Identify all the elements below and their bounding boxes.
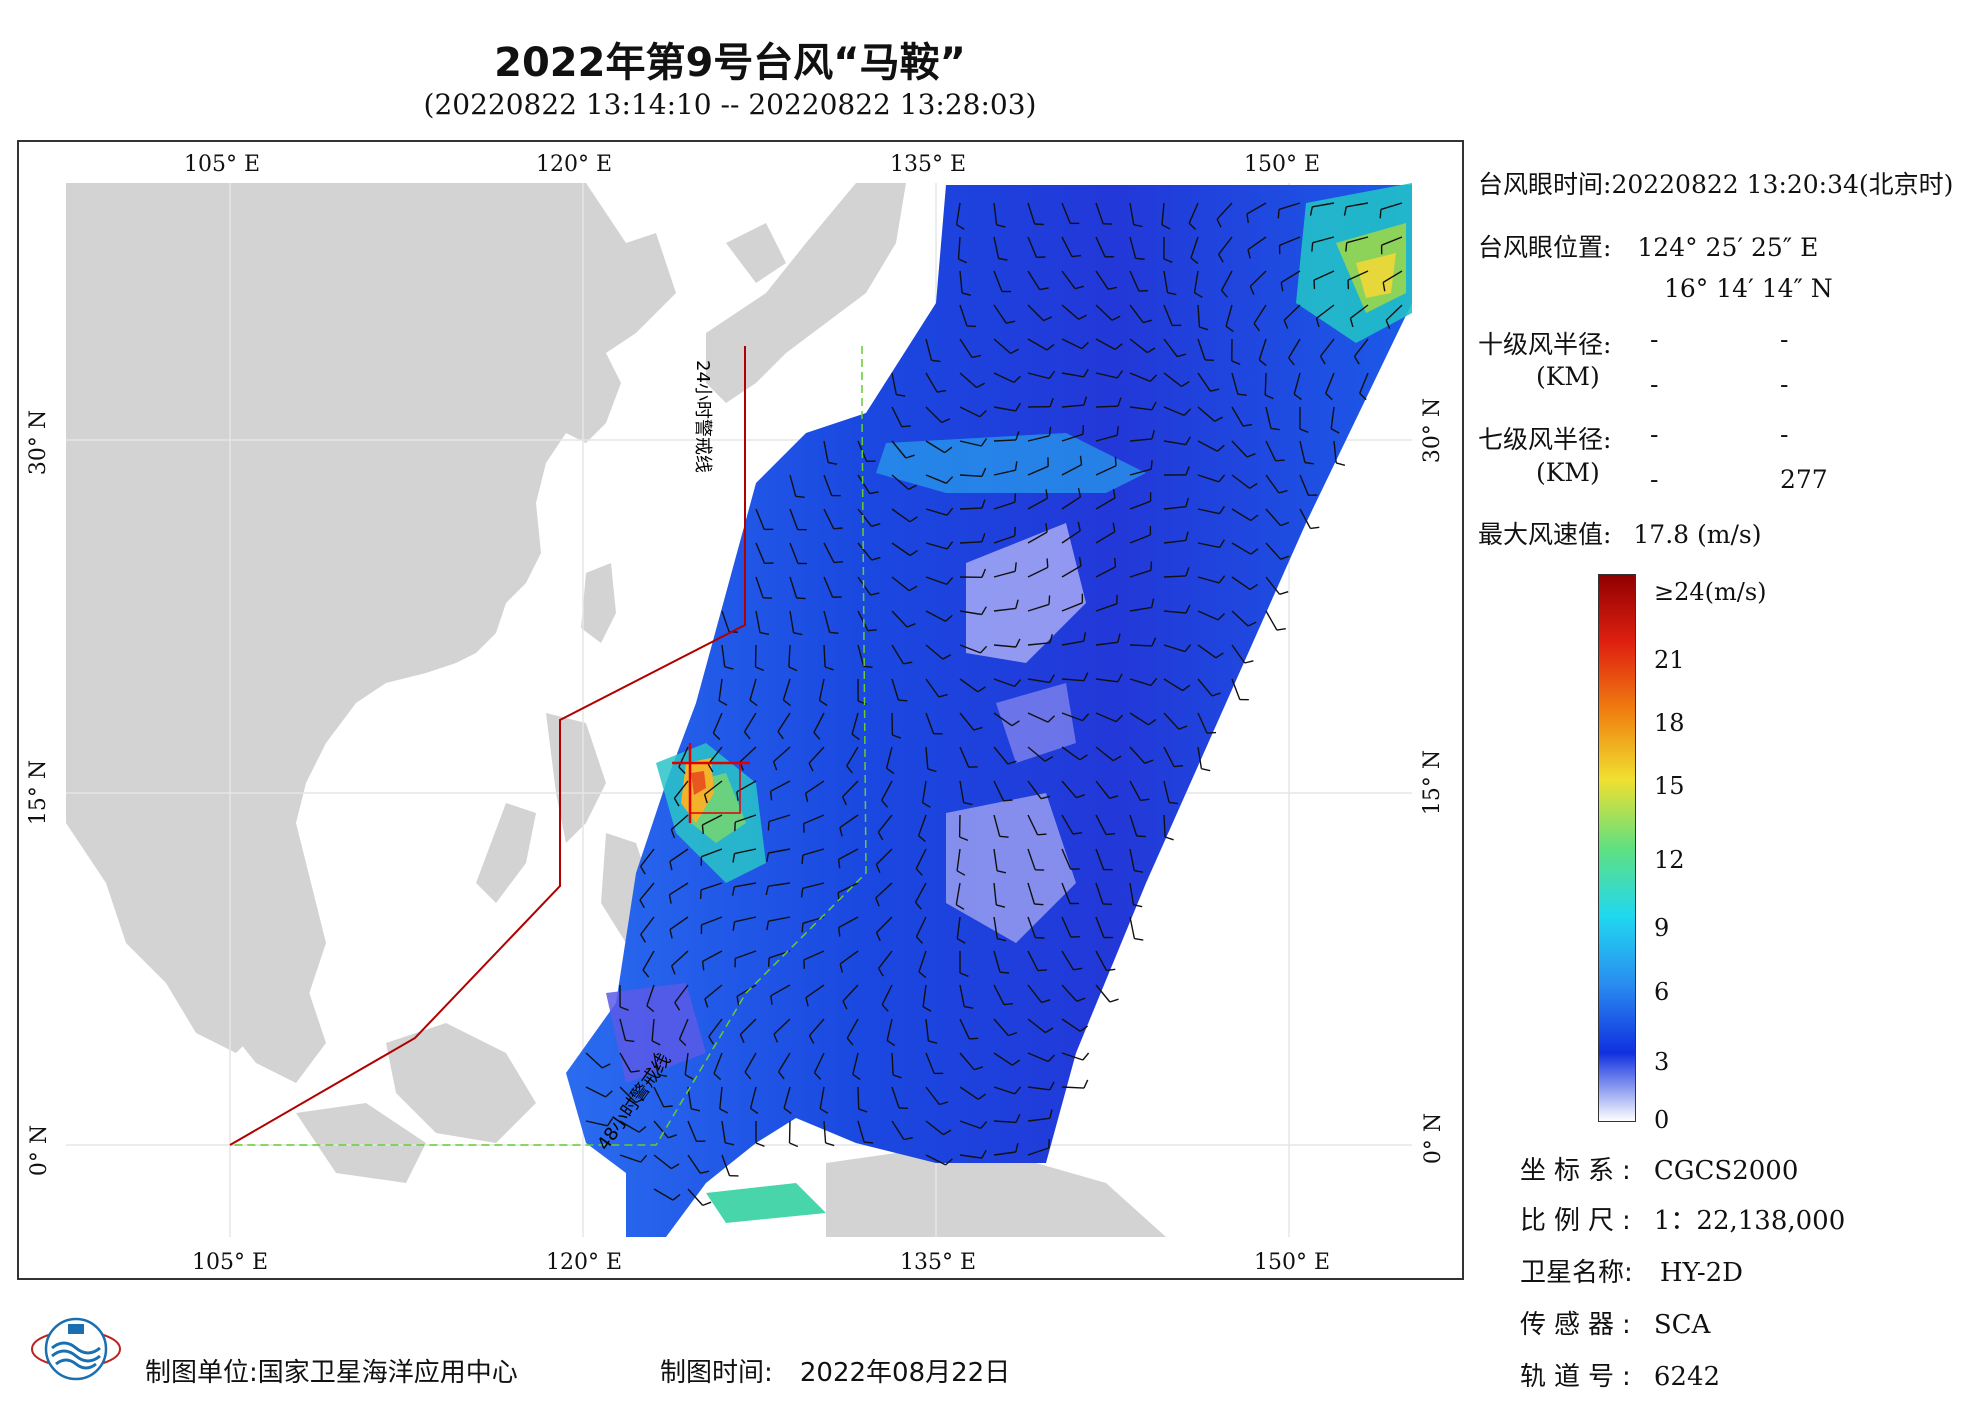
eye-longitude: 124° 25′ 25″ E <box>1637 233 1819 262</box>
eye-time-label: 台风眼时间: <box>1478 170 1612 199</box>
lon-label-top-105: 105° E <box>184 152 261 177</box>
satellite-label: 卫星名称: <box>1520 1258 1633 1288</box>
mapping-time-value: 2022年08月22日 <box>799 1358 1011 1388</box>
satellite-value: HY-2D <box>1659 1258 1744 1288</box>
r7-value-1: - <box>1650 420 1659 449</box>
r10-value-4: - <box>1780 370 1789 399</box>
colorbar-label-24: ≥24(m/s) <box>1654 578 1767 606</box>
eye-time-value: 20220822 13:20:34(北京时) <box>1611 170 1954 199</box>
lat-label-left-0: 0° N <box>27 1124 53 1177</box>
wind-field-map <box>66 183 1412 1237</box>
mapping-unit-value: 国家卫星海洋应用中心 <box>257 1358 518 1388</box>
r10-label: 十级风半径: <box>1478 330 1612 359</box>
colorbar-label-6: 6 <box>1654 978 1670 1006</box>
observation-time-range: (20220822 13:14:10 -- 20220822 13:28:03) <box>423 88 1037 121</box>
scale-label: 比例尺: <box>1520 1206 1639 1236</box>
wind-speed-colorbar <box>1598 574 1636 1122</box>
r10-value-3: - <box>1650 370 1659 399</box>
sensor-label: 传感器: <box>1520 1310 1639 1340</box>
r7-value-4: 277 <box>1780 465 1828 494</box>
max-wind-row: 最大风速值: 17.8 (m/s) <box>1478 515 1761 551</box>
colorbar-label-12: 12 <box>1654 846 1685 874</box>
lat-label-right-30: 30° N <box>1420 397 1446 464</box>
orbit-value: 6242 <box>1653 1362 1721 1392</box>
mapping-time-label: 制图时间: <box>660 1358 773 1388</box>
colorbar-label-15: 15 <box>1654 772 1685 800</box>
scale-row: 比例尺: 1：22,138,000 <box>1520 1200 1845 1237</box>
lon-label-top-120: 120° E <box>536 152 613 177</box>
crs-value: CGCS2000 <box>1653 1156 1799 1186</box>
orbit-row: 轨道号: 6242 <box>1520 1356 1720 1393</box>
eye-latitude: 16° 14′ 14″ N <box>1664 274 1833 303</box>
r7-label: 七级风半径: <box>1478 425 1612 454</box>
orbit-label: 轨道号: <box>1520 1362 1639 1392</box>
r7-unit: (KM) <box>1536 458 1600 487</box>
sensor-row: 传感器: SCA <box>1520 1304 1710 1341</box>
max-wind-label: 最大风速值: <box>1478 520 1612 549</box>
lon-label-bottom-150: 150° E <box>1254 1250 1331 1275</box>
r10-value-1: - <box>1650 325 1659 354</box>
map-frame <box>17 140 1464 1280</box>
lon-label-bottom-105: 105° E <box>192 1250 269 1275</box>
map-title: 2022年第9号台风“马鞍” <box>494 40 966 86</box>
r7-value-3: - <box>1650 465 1659 494</box>
mapping-unit-label: 制图单位: <box>145 1358 258 1388</box>
colorbar-label-3: 3 <box>1654 1048 1670 1076</box>
lat-label-right-15: 15° N <box>1420 749 1446 816</box>
eye-time-row: 台风眼时间:20220822 13:20:34(北京时) <box>1478 165 1953 201</box>
warning-24h-label: 24小时警戒线 <box>692 360 713 473</box>
lon-label-bottom-135: 135° E <box>900 1250 977 1275</box>
lon-label-bottom-120: 120° E <box>546 1250 623 1275</box>
crs-label: 坐标系: <box>1520 1156 1639 1186</box>
sensor-value: SCA <box>1653 1310 1711 1340</box>
colorbar-label-9: 9 <box>1654 914 1670 942</box>
typhoon-eye-marker <box>672 743 750 823</box>
r7-value-2: - <box>1780 420 1789 449</box>
r10-value-2: - <box>1780 325 1789 354</box>
eye-position-row: 台风眼位置: 124° 25′ 25″ E <box>1478 228 1818 264</box>
warning-line-24h <box>229 346 746 1146</box>
scale-value: 1：22,138,000 <box>1653 1206 1846 1236</box>
satellite-row: 卫星名称: HY-2D <box>1520 1252 1743 1289</box>
max-wind-value: 17.8 (m/s) <box>1633 520 1762 549</box>
footer-time-row: 制图时间: 2022年08月22日 <box>660 1352 1010 1389</box>
wind-barbs <box>585 202 1403 1207</box>
colorbar-label-0: 0 <box>1654 1106 1670 1134</box>
warning-line-48h <box>230 346 867 1146</box>
nsoas-logo <box>31 1317 121 1381</box>
crs-row: 坐标系: CGCS2000 <box>1520 1150 1798 1187</box>
eye-position-label: 台风眼位置: <box>1478 233 1612 262</box>
lat-label-left-30: 30° N <box>26 409 52 476</box>
lon-label-top-150: 150° E <box>1244 152 1321 177</box>
footer-unit-row: 制图单位:国家卫星海洋应用中心 <box>145 1352 518 1389</box>
r10-unit: (KM) <box>1536 362 1600 391</box>
lat-label-right-0: 0° N <box>1421 1112 1447 1165</box>
colorbar-label-21: 21 <box>1654 646 1685 674</box>
colorbar-label-18: 18 <box>1654 709 1685 737</box>
lat-label-left-15: 15° N <box>26 759 52 826</box>
lon-label-top-135: 135° E <box>890 152 967 177</box>
